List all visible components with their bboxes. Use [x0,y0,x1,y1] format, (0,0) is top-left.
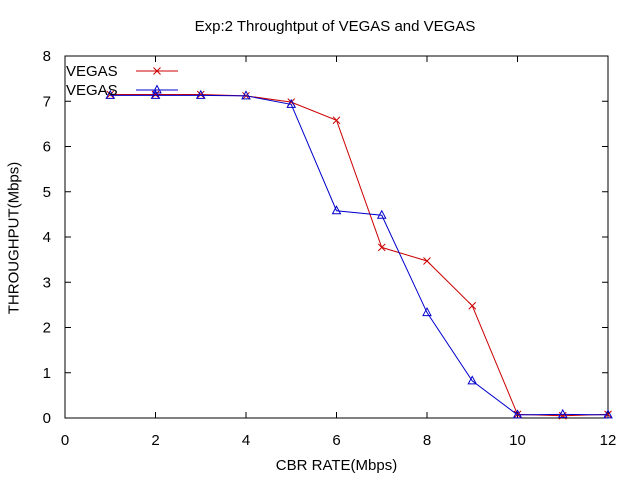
x-tick-label: 2 [151,432,159,449]
x-tick-label: 6 [332,432,340,449]
series-1-point [376,209,387,219]
y-tick-label: 1 [43,365,51,382]
y-tick-label: 5 [43,184,51,201]
series-1-point [512,409,523,419]
y-tick-label: 6 [43,139,51,156]
x-tick-label: 10 [509,432,526,449]
legend-marker [153,67,161,75]
series-1-point [467,375,478,385]
series-1-point [195,89,206,99]
chart-title: Exp:2 Throughtput of VEGAS and VEGAS [194,18,476,35]
y-axis-label: THROUGHPUT(Mbps) [5,161,23,315]
x-tick-label: 4 [242,432,250,449]
x-tick-label: 12 [600,432,617,449]
series-0-line [110,93,609,417]
series-1-point [557,408,568,418]
y-tick-label: 3 [43,274,51,291]
plot-frame [64,55,609,419]
legend-marker [152,84,162,94]
y-tick-label: 8 [43,48,51,65]
series-1-point [331,205,342,215]
y-tick-label: 4 [43,229,51,246]
y-tick-label: 7 [43,93,51,110]
series-1-point [286,98,297,108]
x-tick-label: 8 [423,432,431,449]
series-1-point [603,409,613,419]
series-0-point [423,257,431,265]
x-axis-label: CBR RATE(Mbps) [275,457,398,474]
series-1-line [110,94,609,416]
series-1-point [422,307,432,317]
series-1-point [150,89,161,99]
series-0-point [377,243,386,252]
series-0-point [106,90,115,99]
legend-label: VEGAS [66,82,118,99]
series-0-point [196,90,205,99]
series-0-point [332,116,341,125]
legend-label: VEGAS [66,63,118,80]
x-tick-label: 0 [61,432,69,449]
series-1-point [241,90,251,100]
series-0-point [468,301,477,310]
y-tick-label: 2 [43,320,51,337]
y-tick-label: 0 [43,410,51,427]
series-1-point [105,89,116,99]
